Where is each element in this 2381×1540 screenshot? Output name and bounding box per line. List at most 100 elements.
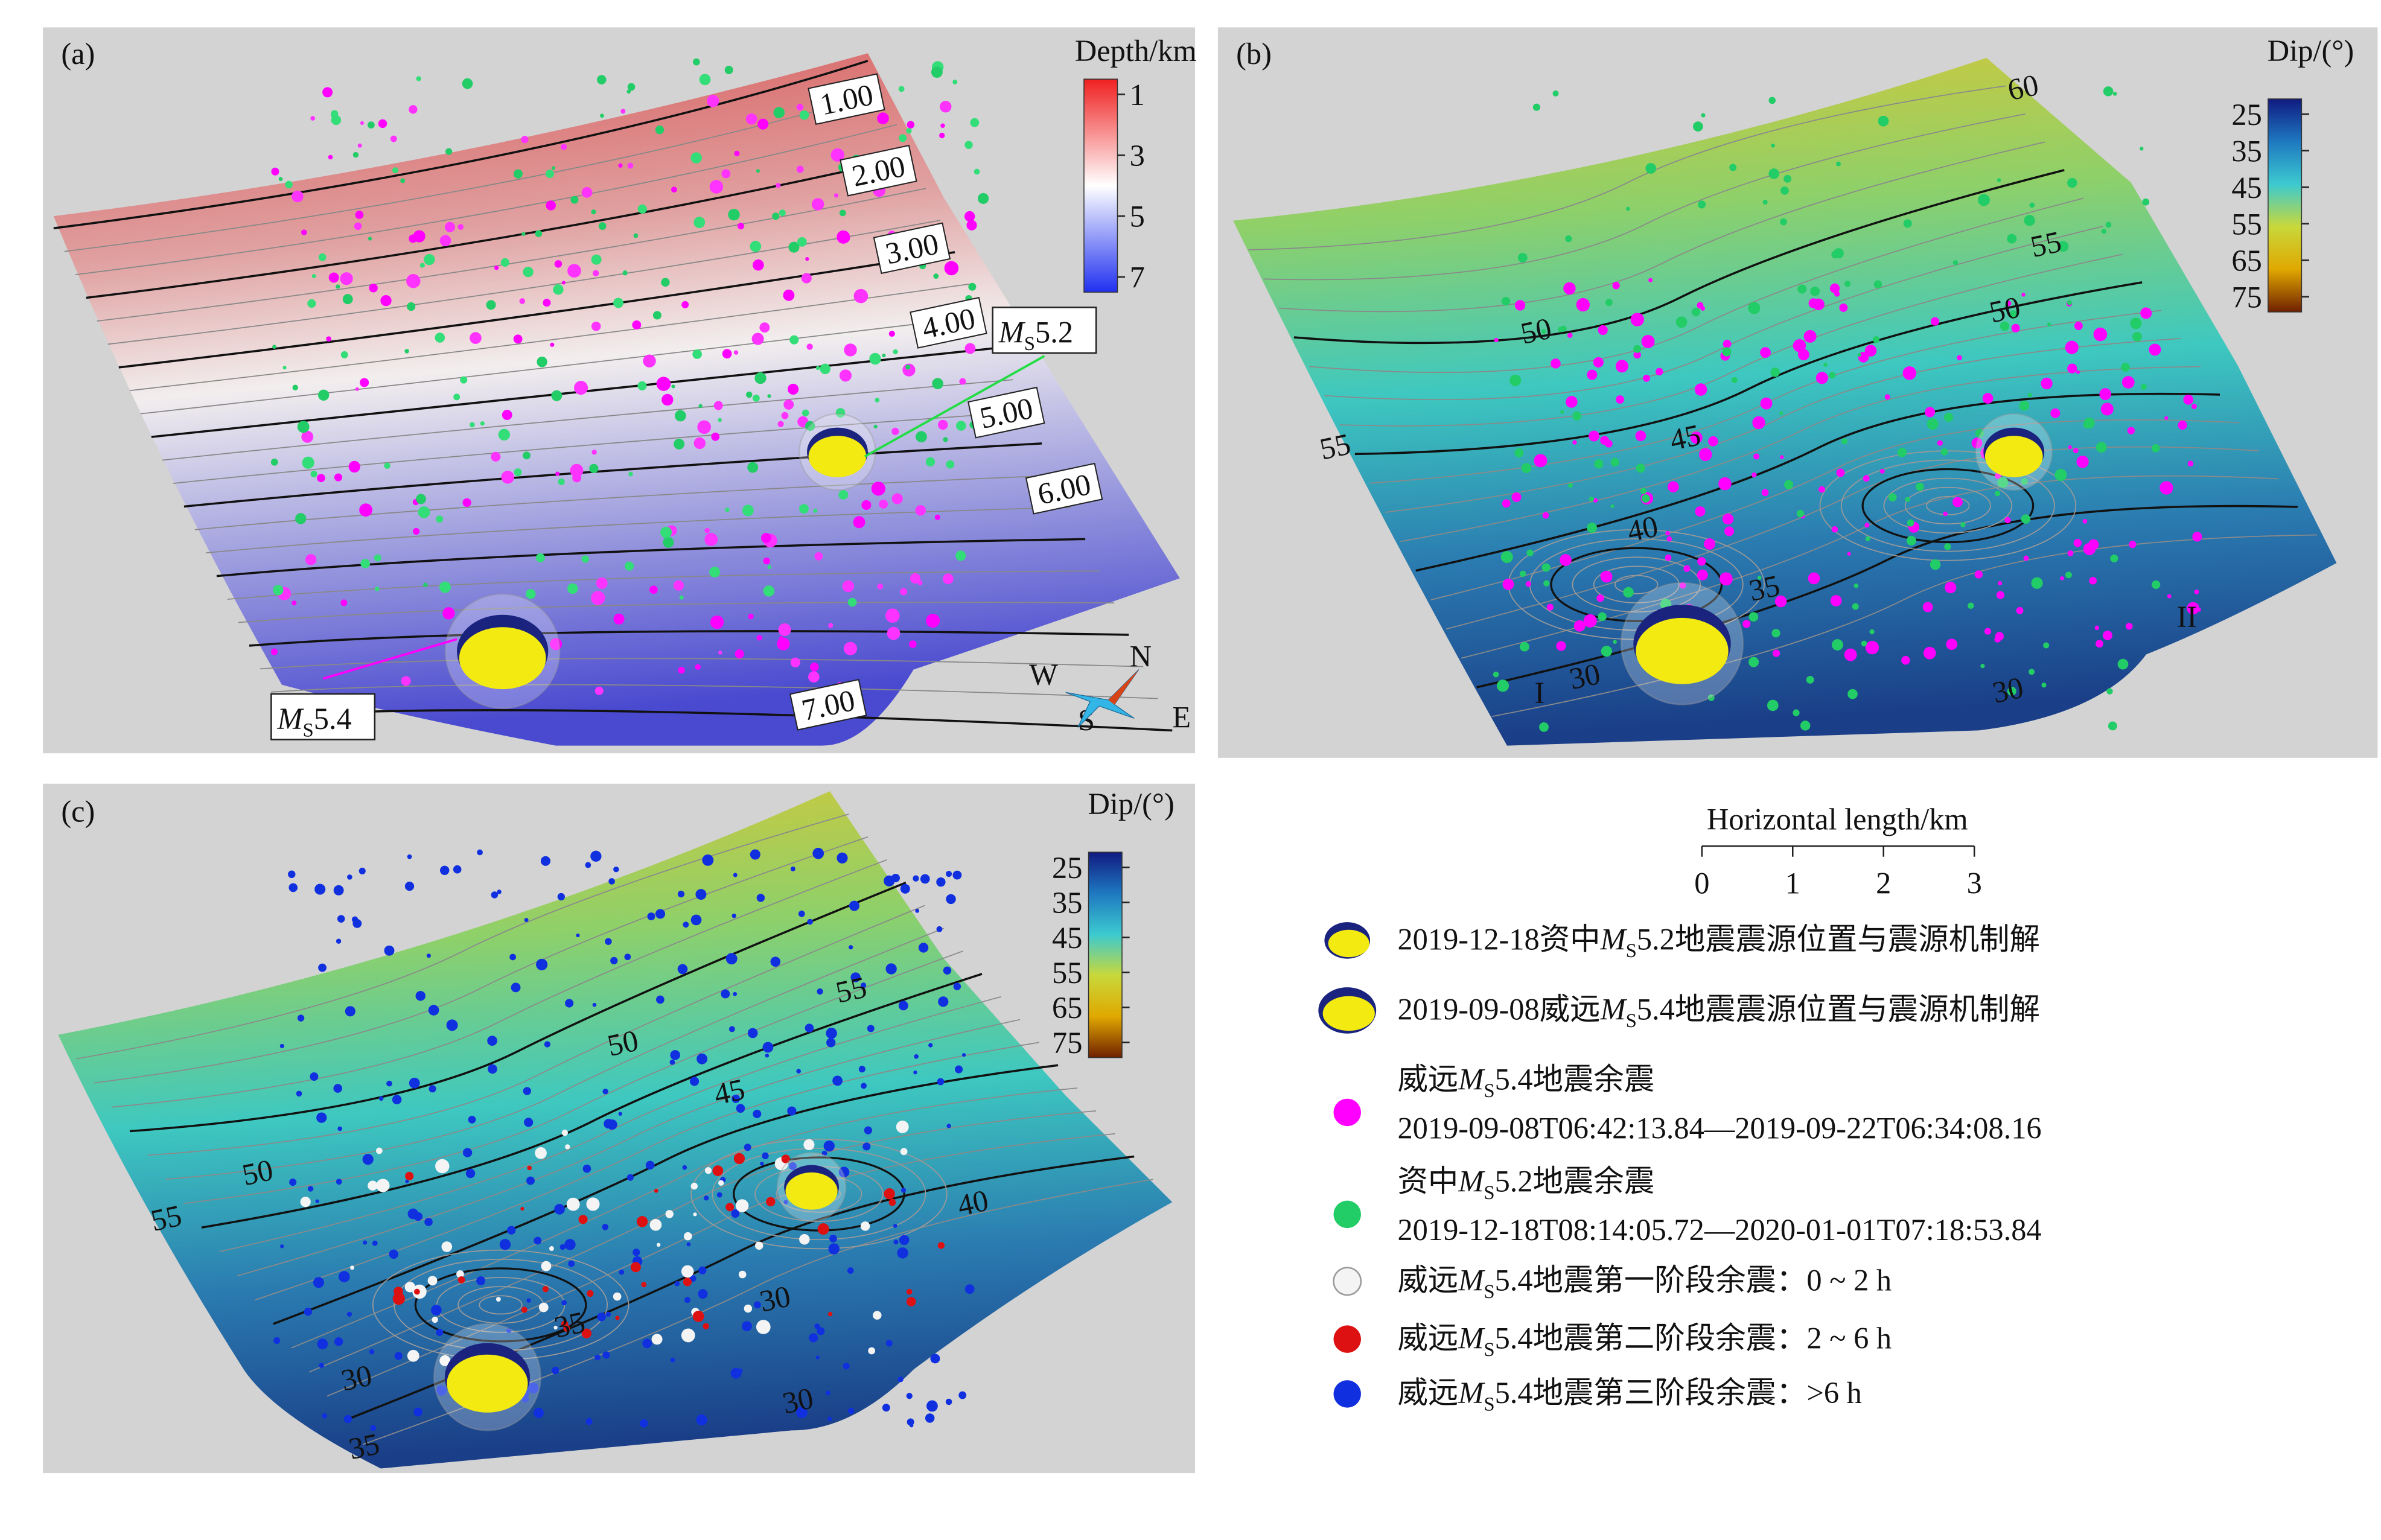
- aftershock-dot: [937, 1078, 945, 1086]
- aftershock-dot: [656, 377, 671, 391]
- aftershock-dot: [732, 1094, 741, 1103]
- aftershock-dot: [850, 972, 861, 982]
- aftershock-dot: [1546, 603, 1554, 611]
- aftershock-dot: [736, 1104, 745, 1113]
- aftershock-dot: [888, 1198, 896, 1206]
- aftershock-dot: [407, 1349, 419, 1362]
- aftershock-dot: [550, 342, 555, 347]
- aftershock-dot: [802, 409, 809, 417]
- scale-tick-label: 3: [1967, 866, 1982, 900]
- contour: [1339, 253, 2123, 427]
- aftershock-dot: [465, 1168, 476, 1179]
- aftershock-dot: [545, 170, 555, 179]
- aftershock-dot: [369, 1349, 375, 1355]
- aftershock-dot: [470, 422, 475, 428]
- aftershock-dot: [2076, 456, 2089, 468]
- aftershock-dot: [1722, 513, 1734, 525]
- aftershock-dot: [834, 193, 839, 198]
- aftershock-dot: [1751, 472, 1757, 478]
- aftershock-dot: [1496, 679, 1509, 692]
- aftershock-dot: [1748, 612, 1759, 622]
- aftershock-dot: [733, 1153, 745, 1165]
- aftershock-dot: [436, 1385, 447, 1396]
- aftershock-dot: [1623, 587, 1634, 598]
- aftershock-dot: [728, 208, 740, 221]
- focal-mechanism-fill: [785, 1172, 838, 1210]
- aftershock-dot: [939, 132, 945, 139]
- aftershock-dot: [1952, 259, 1959, 266]
- zone-label: II: [2177, 600, 2198, 634]
- aftershock-dot: [2021, 514, 2031, 524]
- aftershock-dot: [1952, 497, 1963, 508]
- aftershock-dot: [826, 1038, 836, 1048]
- aftershock-dot: [591, 450, 597, 455]
- contour-label: 30: [757, 1279, 794, 1318]
- aftershock-dot: [718, 418, 722, 422]
- aftershock-dot: [862, 1142, 871, 1151]
- contour: [1400, 366, 2201, 542]
- aftershock-dot: [347, 874, 352, 880]
- aftershock-dot: [649, 585, 658, 594]
- aftershock-dot: [436, 515, 444, 523]
- aftershock-dot: [1757, 576, 1762, 580]
- aftershock-dot: [1818, 486, 1825, 493]
- aftershock-dot: [844, 343, 857, 357]
- aftershock-dot: [1888, 493, 1897, 502]
- aftershock-dot: [838, 490, 849, 500]
- aftershock-dot: [1587, 523, 1598, 533]
- aftershock-dot: [669, 1059, 675, 1065]
- colorbar-tick-label: 25: [1052, 851, 1082, 885]
- aftershock-dot: [423, 582, 428, 587]
- aftershock-dot: [524, 1118, 534, 1127]
- aftershock-dot: [898, 1001, 908, 1011]
- colorbar-title: Depth/km: [1075, 34, 1197, 68]
- focal-mechanism-fill: [808, 436, 867, 477]
- aftershock-dot: [2112, 92, 2117, 96]
- aftershock-dot: [1768, 168, 1779, 179]
- aftershock-dot: [2140, 147, 2144, 151]
- aftershock-dot: [891, 493, 903, 504]
- aftershock-dot: [1771, 143, 1775, 148]
- aftershock-dot: [1996, 591, 2005, 599]
- aftershock-dot: [783, 289, 795, 301]
- aftershock-dot: [697, 420, 711, 434]
- aftershock-dot: [806, 343, 813, 350]
- legend-part: 2019-09-08威远: [1397, 993, 1600, 1026]
- aftershock-dot: [628, 471, 633, 477]
- aftershock-dot: [946, 1124, 951, 1128]
- aftershock-dot: [788, 383, 799, 395]
- aftershock-dot: [535, 553, 545, 562]
- legend-icon: [1333, 1325, 1361, 1353]
- legend-part: 5.2地震余震: [1495, 1165, 1655, 1198]
- aftershock-dot: [747, 1028, 758, 1039]
- aftershock-dot: [605, 938, 612, 945]
- aftershock-dot: [964, 211, 975, 222]
- aftershock-dot: [684, 1297, 690, 1303]
- aftershock-dot: [964, 343, 976, 354]
- aftershock-dot: [2108, 721, 2117, 731]
- aftershock-dot: [796, 1407, 808, 1419]
- aftershock-dot: [913, 875, 919, 882]
- legend-symbol: M: [1458, 1376, 1485, 1410]
- aftershock-dot: [355, 211, 364, 219]
- aftershock-dot: [899, 134, 907, 142]
- aftershock-dot: [1823, 363, 1828, 367]
- aftershock-dot: [500, 258, 509, 267]
- contour-label-box: [1025, 462, 1103, 515]
- colorbar-tick-label: 55: [2231, 207, 2261, 241]
- aftershock-dot: [779, 209, 786, 217]
- aftershock-dot: [835, 408, 846, 418]
- colorbar-tick-label: 25: [2231, 98, 2261, 132]
- aftershock-dot: [429, 1085, 436, 1093]
- aftershock-dot: [898, 86, 905, 92]
- aftershock-dot: [1718, 477, 1732, 491]
- aftershock-dot: [837, 852, 848, 864]
- colorbar: [2268, 98, 2303, 313]
- aftershock-dot: [570, 463, 584, 477]
- aftershock-dot: [718, 1180, 724, 1186]
- contour: [1415, 392, 2220, 572]
- aftershock-dot: [271, 167, 279, 176]
- aftershock-dot: [1940, 448, 1948, 456]
- legend-part: 5.4地震震源位置与震源机制解: [1637, 993, 2040, 1026]
- aftershock-dot: [301, 430, 314, 443]
